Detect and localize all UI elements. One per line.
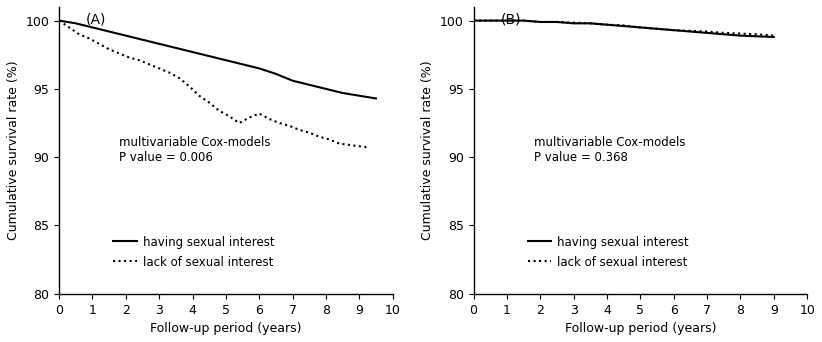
X-axis label: Follow-up period (years): Follow-up period (years): [150, 322, 302, 335]
Legend: having sexual interest, lack of sexual interest: having sexual interest, lack of sexual i…: [109, 231, 279, 274]
Y-axis label: Cumulative survival rate (%): Cumulative survival rate (%): [422, 61, 434, 240]
X-axis label: Follow-up period (years): Follow-up period (years): [565, 322, 716, 335]
Text: (B): (B): [501, 13, 521, 27]
Text: multivariable Cox-models
P value = 0.006: multivariable Cox-models P value = 0.006: [119, 136, 270, 164]
Text: multivariable Cox-models
P value = 0.368: multivariable Cox-models P value = 0.368: [533, 136, 685, 164]
Y-axis label: Cumulative survival rate (%): Cumulative survival rate (%): [7, 61, 20, 240]
Text: (A): (A): [85, 13, 106, 27]
Legend: having sexual interest, lack of sexual interest: having sexual interest, lack of sexual i…: [523, 231, 694, 274]
